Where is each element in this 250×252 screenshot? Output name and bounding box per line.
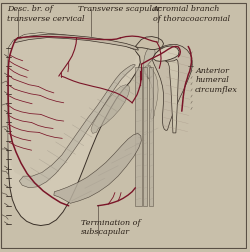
Polygon shape [135, 38, 164, 50]
Polygon shape [153, 47, 179, 62]
Polygon shape [150, 68, 153, 206]
Polygon shape [8, 34, 137, 176]
Text: Desc. br. of
transverse cervical: Desc. br. of transverse cervical [8, 6, 85, 23]
Text: Termination of
subscapular: Termination of subscapular [81, 218, 140, 235]
Polygon shape [8, 34, 140, 226]
Polygon shape [143, 68, 147, 206]
Text: Anterior
humeral
circumflex: Anterior humeral circumflex [195, 67, 238, 93]
Polygon shape [165, 60, 178, 133]
Polygon shape [144, 67, 158, 120]
Text: Acromial branch
of thoracoacromial: Acromial branch of thoracoacromial [153, 6, 230, 23]
Polygon shape [144, 48, 155, 79]
Polygon shape [91, 85, 130, 134]
Polygon shape [135, 68, 141, 206]
Text: Transverse scapular: Transverse scapular [78, 6, 160, 13]
Polygon shape [19, 65, 135, 188]
Polygon shape [54, 134, 141, 204]
Polygon shape [153, 45, 192, 131]
Polygon shape [14, 35, 138, 51]
